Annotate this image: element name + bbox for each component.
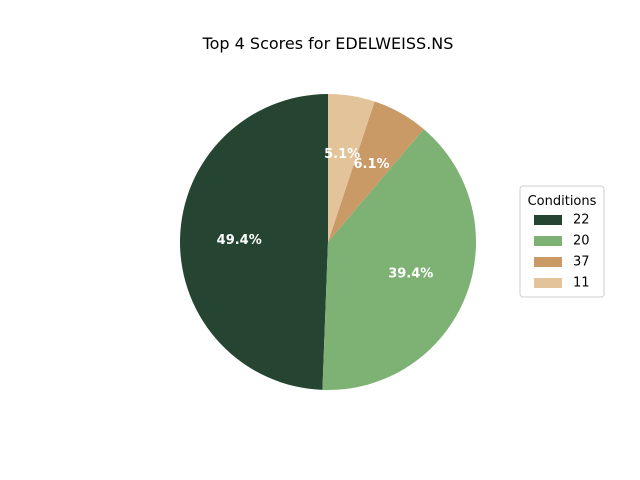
legend-label-22: 22 bbox=[573, 213, 590, 228]
pie-percent-label-37: 6.1% bbox=[353, 157, 389, 172]
percent-labels: 49.4% 39.4% 6.1%5.1% bbox=[217, 147, 434, 282]
legend: Conditions 22 20 37 11 bbox=[519, 185, 605, 298]
legend-items: 22 20 37 11 bbox=[534, 213, 590, 291]
legend-swatch-11 bbox=[534, 278, 562, 288]
legend-swatch-37 bbox=[534, 257, 562, 267]
pie-slice-11 bbox=[328, 94, 375, 242]
chart-title: Top 4 Scores for EDELWEISS.NS bbox=[202, 34, 454, 53]
pie-percent-label-20: 39.4% bbox=[388, 267, 433, 282]
pie bbox=[179, 93, 476, 390]
pie-percent-label-22: 49.4% bbox=[217, 233, 262, 248]
pie-slice-37 bbox=[328, 101, 424, 242]
pie-slice-22 bbox=[179, 93, 328, 390]
legend-swatch-22 bbox=[534, 215, 562, 225]
legend-label-37: 37 bbox=[573, 255, 590, 270]
pie-slice-20 bbox=[322, 129, 476, 390]
legend-title: Conditions bbox=[528, 194, 597, 209]
pie-percent-label-11: 5.1% bbox=[324, 147, 360, 162]
legend-label-20: 20 bbox=[573, 234, 590, 249]
legend-swatch-20 bbox=[534, 236, 562, 246]
legend-label-11: 11 bbox=[573, 276, 590, 291]
